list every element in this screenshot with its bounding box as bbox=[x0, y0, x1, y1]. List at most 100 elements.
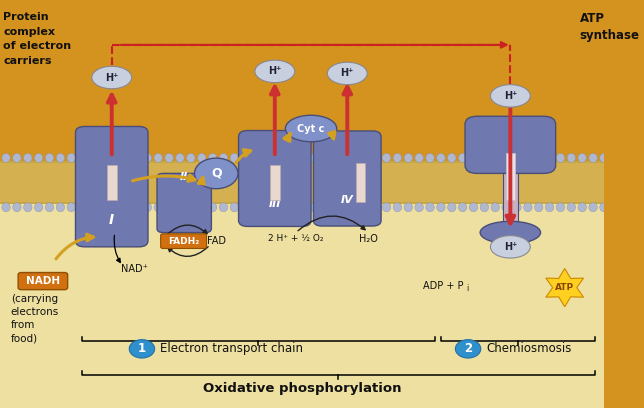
Ellipse shape bbox=[545, 203, 554, 212]
Text: ADP + P: ADP + P bbox=[422, 281, 463, 290]
Ellipse shape bbox=[13, 203, 21, 212]
Text: ATP: ATP bbox=[555, 283, 574, 292]
Text: (carrying
electrons
from
food): (carrying electrons from food) bbox=[11, 294, 59, 344]
Ellipse shape bbox=[480, 153, 489, 162]
Bar bbox=[0, 188, 604, 408]
Text: H⁺: H⁺ bbox=[341, 69, 354, 78]
Bar bbox=[503, 137, 518, 237]
Ellipse shape bbox=[45, 203, 53, 212]
Ellipse shape bbox=[89, 153, 97, 162]
Text: NADH: NADH bbox=[26, 276, 60, 286]
Text: Protein: Protein bbox=[3, 12, 49, 22]
Bar bbox=[270, 165, 279, 200]
Bar bbox=[107, 165, 117, 200]
Text: complex: complex bbox=[3, 27, 55, 37]
Ellipse shape bbox=[24, 203, 32, 212]
Ellipse shape bbox=[372, 203, 380, 212]
Ellipse shape bbox=[383, 153, 391, 162]
Ellipse shape bbox=[317, 153, 325, 162]
Ellipse shape bbox=[328, 203, 336, 212]
Ellipse shape bbox=[491, 84, 530, 107]
Ellipse shape bbox=[455, 339, 481, 358]
FancyBboxPatch shape bbox=[18, 273, 68, 290]
Ellipse shape bbox=[350, 153, 358, 162]
Ellipse shape bbox=[241, 203, 249, 212]
Ellipse shape bbox=[194, 158, 238, 188]
Ellipse shape bbox=[448, 203, 456, 212]
Text: Oxidative phosphorylation: Oxidative phosphorylation bbox=[203, 382, 401, 395]
Bar bbox=[506, 153, 515, 200]
FancyBboxPatch shape bbox=[465, 116, 556, 173]
Ellipse shape bbox=[361, 153, 369, 162]
Ellipse shape bbox=[285, 203, 293, 212]
Ellipse shape bbox=[187, 203, 195, 212]
Ellipse shape bbox=[339, 203, 347, 212]
Ellipse shape bbox=[361, 203, 369, 212]
Ellipse shape bbox=[328, 153, 336, 162]
Ellipse shape bbox=[306, 203, 315, 212]
Ellipse shape bbox=[176, 203, 184, 212]
Ellipse shape bbox=[154, 203, 162, 212]
Ellipse shape bbox=[111, 203, 119, 212]
Ellipse shape bbox=[154, 153, 162, 162]
Ellipse shape bbox=[252, 153, 260, 162]
Ellipse shape bbox=[122, 203, 130, 212]
Ellipse shape bbox=[255, 60, 295, 83]
Ellipse shape bbox=[317, 203, 325, 212]
Text: Cyt c: Cyt c bbox=[298, 124, 325, 133]
Ellipse shape bbox=[198, 153, 206, 162]
Ellipse shape bbox=[404, 203, 413, 212]
Ellipse shape bbox=[198, 203, 206, 212]
Ellipse shape bbox=[78, 203, 86, 212]
Ellipse shape bbox=[600, 203, 608, 212]
Text: Q: Q bbox=[211, 167, 222, 180]
Ellipse shape bbox=[589, 203, 598, 212]
FancyBboxPatch shape bbox=[238, 131, 311, 226]
Ellipse shape bbox=[296, 203, 304, 212]
Ellipse shape bbox=[100, 203, 108, 212]
Ellipse shape bbox=[132, 203, 141, 212]
Ellipse shape bbox=[34, 203, 43, 212]
Ellipse shape bbox=[176, 153, 184, 162]
FancyBboxPatch shape bbox=[157, 173, 211, 233]
Ellipse shape bbox=[502, 203, 510, 212]
Ellipse shape bbox=[393, 203, 402, 212]
Ellipse shape bbox=[187, 153, 195, 162]
Text: Electron transport chain: Electron transport chain bbox=[160, 342, 303, 355]
Ellipse shape bbox=[513, 203, 521, 212]
Ellipse shape bbox=[122, 153, 130, 162]
Ellipse shape bbox=[480, 203, 489, 212]
Ellipse shape bbox=[437, 203, 445, 212]
FancyBboxPatch shape bbox=[75, 126, 148, 247]
Bar bbox=[0, 0, 604, 165]
Ellipse shape bbox=[78, 153, 86, 162]
Ellipse shape bbox=[426, 203, 434, 212]
Ellipse shape bbox=[589, 153, 598, 162]
Text: 2 H⁺ + ½ O₂: 2 H⁺ + ½ O₂ bbox=[268, 234, 324, 243]
Text: synthase: synthase bbox=[580, 29, 639, 42]
Ellipse shape bbox=[219, 153, 228, 162]
Ellipse shape bbox=[524, 153, 532, 162]
Ellipse shape bbox=[350, 203, 358, 212]
Ellipse shape bbox=[513, 153, 521, 162]
Ellipse shape bbox=[209, 203, 217, 212]
Ellipse shape bbox=[111, 153, 119, 162]
Bar bbox=[356, 163, 365, 202]
Ellipse shape bbox=[34, 153, 43, 162]
Text: H⁺: H⁺ bbox=[268, 67, 281, 76]
Ellipse shape bbox=[100, 153, 108, 162]
Ellipse shape bbox=[209, 153, 217, 162]
Text: carriers: carriers bbox=[3, 56, 52, 67]
Ellipse shape bbox=[535, 203, 543, 212]
Ellipse shape bbox=[56, 203, 64, 212]
Ellipse shape bbox=[143, 203, 151, 212]
Text: H₂O: H₂O bbox=[359, 234, 378, 244]
Text: 2: 2 bbox=[464, 342, 472, 355]
Ellipse shape bbox=[165, 153, 173, 162]
Ellipse shape bbox=[491, 153, 500, 162]
Ellipse shape bbox=[67, 203, 75, 212]
Ellipse shape bbox=[92, 66, 131, 89]
Ellipse shape bbox=[448, 153, 456, 162]
Ellipse shape bbox=[480, 221, 540, 244]
Ellipse shape bbox=[437, 153, 445, 162]
